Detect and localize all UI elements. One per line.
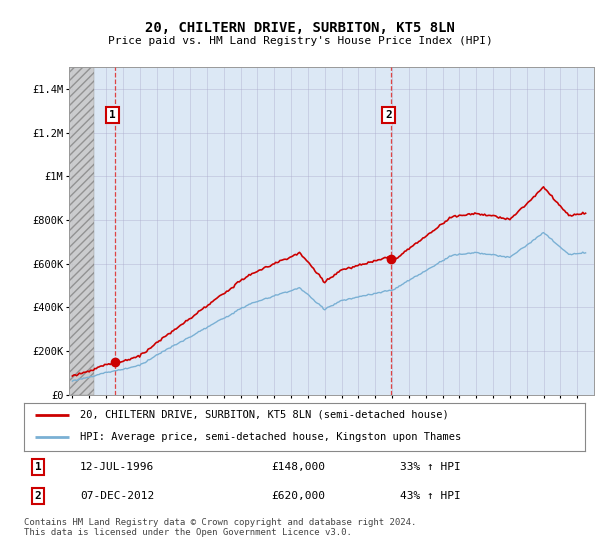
Text: Contains HM Land Registry data © Crown copyright and database right 2024.
This d: Contains HM Land Registry data © Crown c… (24, 518, 416, 538)
Text: 20, CHILTERN DRIVE, SURBITON, KT5 8LN: 20, CHILTERN DRIVE, SURBITON, KT5 8LN (145, 21, 455, 35)
Text: 12-JUL-1996: 12-JUL-1996 (80, 462, 154, 472)
Text: £148,000: £148,000 (271, 462, 325, 472)
Text: £620,000: £620,000 (271, 491, 325, 501)
Text: 33% ↑ HPI: 33% ↑ HPI (400, 462, 461, 472)
Text: 2: 2 (35, 491, 41, 501)
Text: HPI: Average price, semi-detached house, Kingston upon Thames: HPI: Average price, semi-detached house,… (80, 432, 461, 442)
Text: 43% ↑ HPI: 43% ↑ HPI (400, 491, 461, 501)
Text: 1: 1 (109, 110, 116, 120)
Text: Price paid vs. HM Land Registry's House Price Index (HPI): Price paid vs. HM Land Registry's House … (107, 36, 493, 46)
Text: 1: 1 (35, 462, 41, 472)
Text: 07-DEC-2012: 07-DEC-2012 (80, 491, 154, 501)
Text: 20, CHILTERN DRIVE, SURBITON, KT5 8LN (semi-detached house): 20, CHILTERN DRIVE, SURBITON, KT5 8LN (s… (80, 409, 449, 419)
Text: 2: 2 (385, 110, 392, 120)
